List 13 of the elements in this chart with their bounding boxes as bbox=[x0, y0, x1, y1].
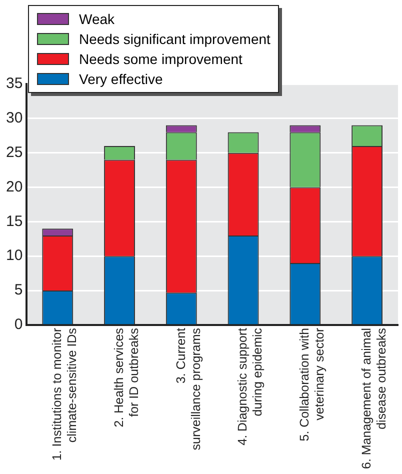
y-tick-label: 15 bbox=[6, 212, 23, 230]
y-tick-label: 5 bbox=[14, 282, 23, 299]
x-tick-label: 1. Institutions to monitor climate-sensitive IDs bbox=[50, 328, 80, 461]
legend-label: Needs some improvement bbox=[79, 51, 242, 67]
legend-label: Needs significant improvement bbox=[79, 31, 270, 47]
y-tick-label: 20 bbox=[6, 178, 23, 196]
legend-label: Weak bbox=[79, 11, 115, 27]
y-tick-label: 10 bbox=[6, 247, 23, 264]
y-tick-label: 35 bbox=[6, 75, 23, 92]
legend-label: Very effective bbox=[79, 71, 163, 87]
y-tick-label: 0 bbox=[14, 316, 23, 334]
y-tick-label: 30 bbox=[6, 110, 23, 127]
y-tick-label: 25 bbox=[6, 144, 23, 161]
